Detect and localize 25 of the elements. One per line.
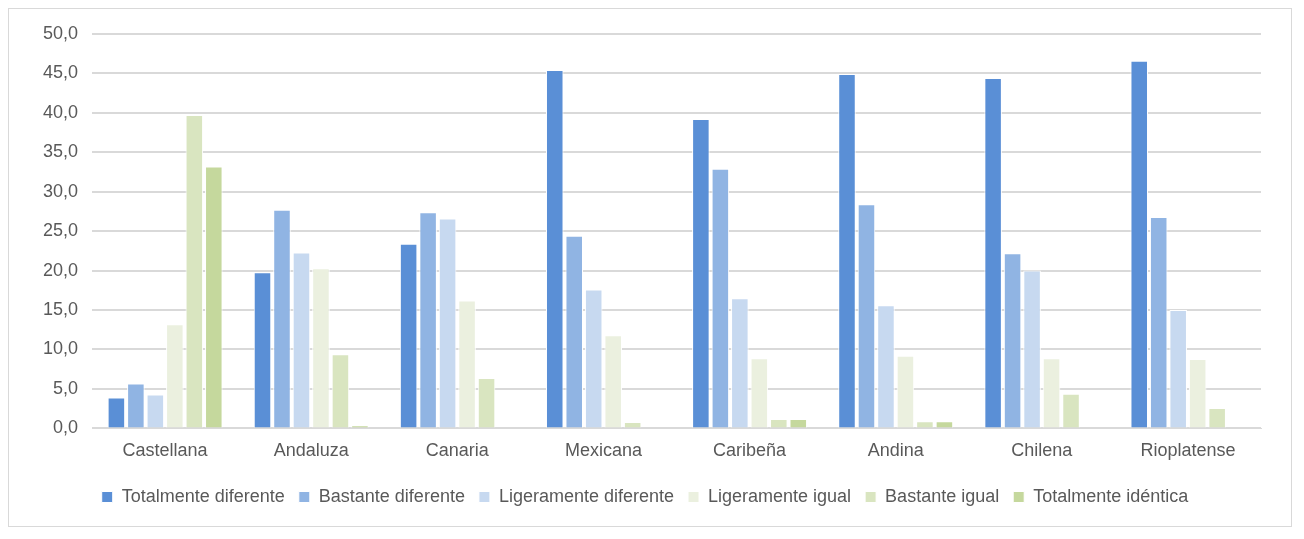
y-tick-label: 15,0 (42, 298, 79, 319)
y-tick-label: 40,0 (42, 101, 79, 122)
x-tick-label: Mexicana (564, 440, 643, 461)
y-tick-label: 45,0 (42, 62, 79, 83)
y-tick-label: 20,0 (42, 259, 79, 280)
y-tick-label: 0,0 (53, 417, 79, 438)
legend-label: Bastante igual (885, 485, 1000, 506)
y-tick-label: 50,0 (42, 22, 79, 43)
y-tick-label: 10,0 (42, 338, 79, 359)
legend-label: Totalmente diferente (121, 485, 285, 506)
x-tick-label: Rioplatense (1140, 440, 1236, 461)
y-tick-label: 30,0 (42, 180, 79, 201)
y-tick-label: 25,0 (42, 220, 79, 241)
legend-label: Ligeramente diferente (498, 485, 675, 506)
legend-label: Bastante diferente (318, 485, 465, 506)
x-tick-label: Andina (867, 440, 925, 461)
x-tick-label: Castellana (122, 440, 209, 461)
x-tick-label: Chilena (1011, 440, 1074, 461)
y-tick-label: 5,0 (53, 377, 79, 398)
legend-label: Totalmente idéntica (1033, 485, 1190, 506)
legend-label: Ligeramente igual (708, 485, 852, 506)
x-tick-label: Andaluza (273, 440, 350, 461)
y-tick-label: 35,0 (42, 141, 79, 162)
x-tick-label: Canaria (425, 440, 490, 461)
x-tick-label: Caribeña (713, 440, 788, 461)
